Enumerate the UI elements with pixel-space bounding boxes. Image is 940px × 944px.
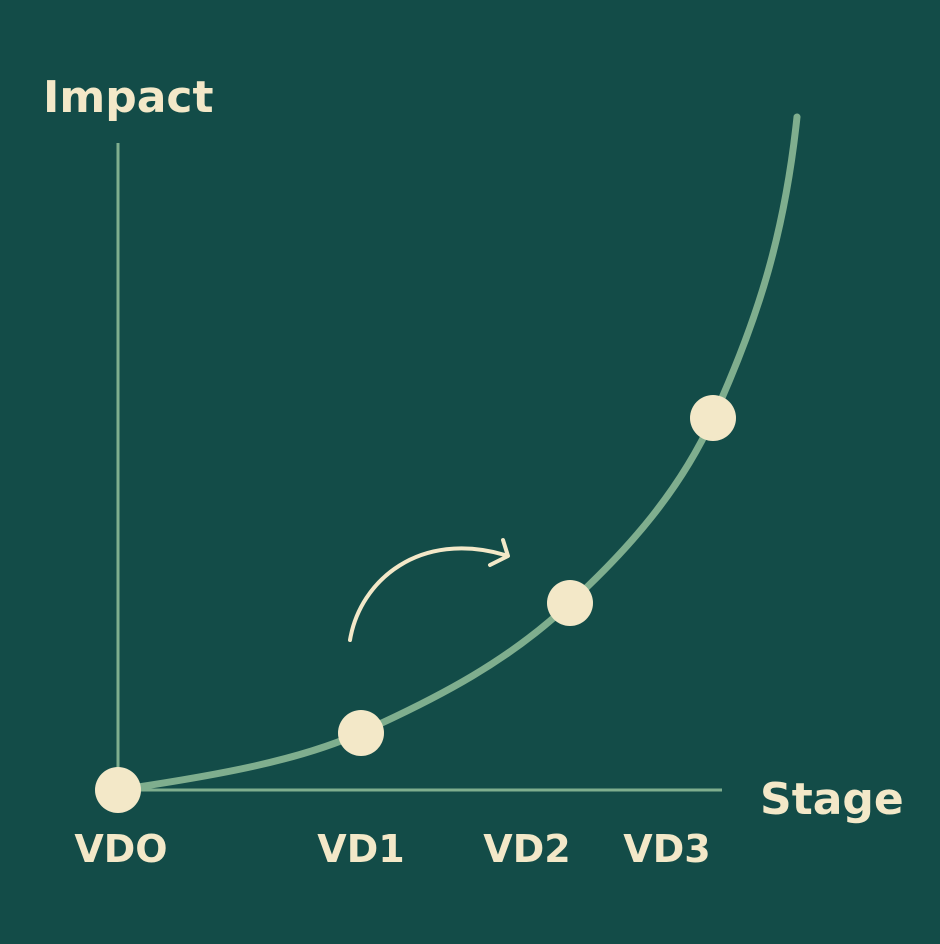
stage-label: VD1 [317, 827, 404, 871]
stage-point [95, 767, 141, 813]
stage-point [690, 395, 736, 441]
stage-point [547, 580, 593, 626]
x-axis-title: Stage [760, 774, 904, 825]
stage-label: VD2 [483, 827, 570, 871]
stage-label: VDO [74, 827, 167, 871]
y-axis-title: Impact [43, 72, 214, 123]
stage-point [338, 710, 384, 756]
stage-label: VD3 [623, 827, 710, 871]
arrow-head [488, 538, 510, 567]
progress-arrow [348, 546, 507, 642]
